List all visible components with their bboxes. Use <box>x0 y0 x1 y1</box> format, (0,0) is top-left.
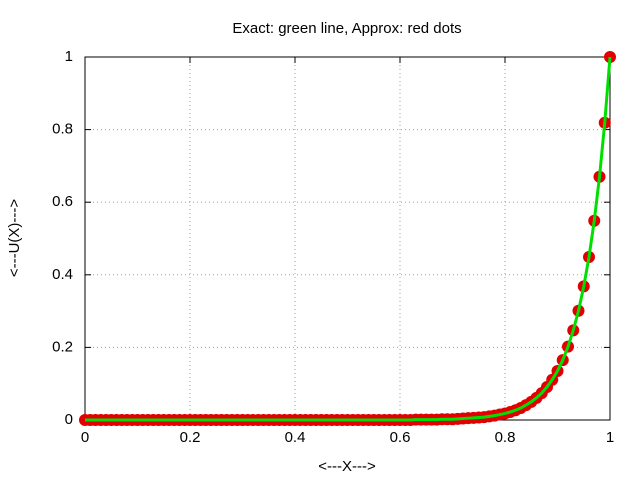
x-tick-label: 1 <box>606 429 614 446</box>
y-tick-label: 1 <box>65 48 73 65</box>
x-tick-label: 0.6 <box>390 429 411 446</box>
y-tick-label: 0.4 <box>52 266 73 283</box>
plot-frame <box>84 56 611 421</box>
y-tick-label: 0.6 <box>52 193 73 210</box>
x-axis-label: <---X---> <box>318 458 376 475</box>
exact-line <box>85 56 612 422</box>
x-tick-label: 0.8 <box>495 429 516 446</box>
y-tick-label: 0.8 <box>52 121 73 138</box>
x-tick-label: 0.2 <box>180 429 201 446</box>
x-tick-label: 0 <box>81 429 89 446</box>
y-tick-label: 0.2 <box>52 338 73 355</box>
y-tick-label: 0 <box>65 411 73 428</box>
x-tick-label: 0.4 <box>285 429 306 446</box>
y-axis-label: <---U(X)---> <box>6 199 23 278</box>
chart-title: Exact: green line, Approx: red dots <box>232 20 461 37</box>
